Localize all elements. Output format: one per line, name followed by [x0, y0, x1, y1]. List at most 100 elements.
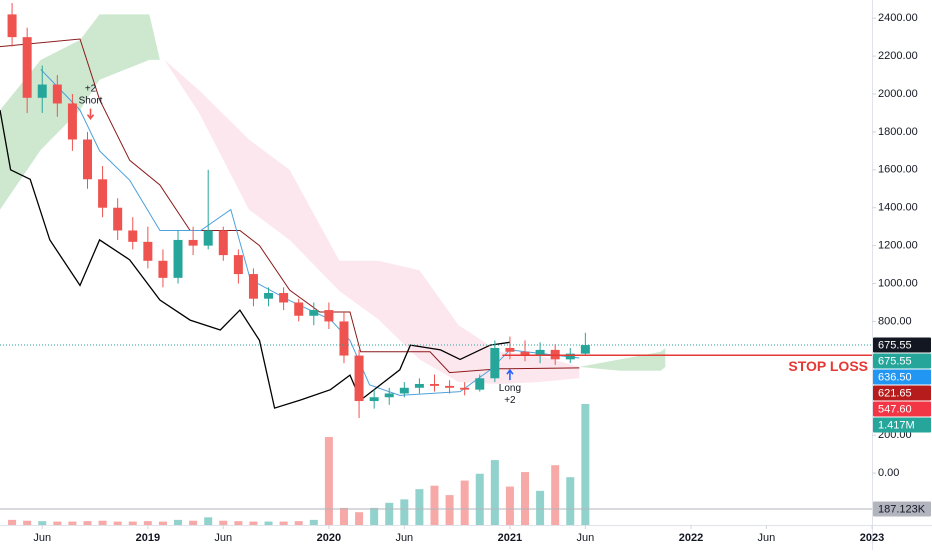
- y-tick-label: 1800.00: [878, 126, 918, 138]
- y-tick-label: 1400.00: [878, 202, 918, 214]
- volume-layer: [0, 403, 872, 525]
- candle-body: [535, 349, 545, 356]
- volume-bar: [68, 521, 77, 525]
- price-tag-label: 675.55: [878, 339, 912, 351]
- signal-label: Long: [499, 383, 521, 394]
- x-tick-label: Jun: [758, 532, 776, 544]
- volume-bar: [475, 473, 484, 525]
- candle-body: [264, 293, 274, 299]
- candle-body: [399, 387, 409, 394]
- candle-body: [279, 293, 289, 303]
- indicator-layer: [0, 38, 580, 409]
- candle-body: [188, 239, 198, 246]
- volume-bar: [204, 517, 213, 525]
- price-tag: [873, 401, 931, 417]
- cloud-layer: [0, 14, 666, 384]
- volume-bar: [445, 495, 454, 525]
- volume-bar: [279, 521, 288, 525]
- signal-label: Short: [79, 95, 103, 106]
- candle-body: [7, 14, 17, 38]
- volume-bar: [309, 519, 318, 525]
- indicator-line: [0, 38, 580, 374]
- candle-body: [339, 321, 349, 356]
- volume-bar: [38, 521, 47, 525]
- candle-body: [113, 207, 123, 231]
- price-tag-label: 675.55: [878, 355, 912, 367]
- price-tag: [873, 501, 931, 517]
- candle-body: [83, 139, 93, 180]
- y-tick-label: 2200.00: [878, 50, 918, 62]
- x-tick-label: 2023: [860, 532, 884, 544]
- volume-bar: [53, 521, 62, 525]
- volume-bar: [219, 520, 228, 525]
- candle-body: [143, 241, 153, 261]
- candle-body: [98, 179, 108, 208]
- signal-arrow: [506, 368, 514, 381]
- price-tag-label: 187.123K: [878, 503, 926, 515]
- signal-label: +2: [85, 83, 97, 94]
- volume-bar: [158, 521, 167, 525]
- signal-arrow: [86, 108, 95, 120]
- candle-body: [52, 84, 62, 104]
- candle-body: [505, 347, 515, 352]
- y-tick-label: 800.00: [878, 315, 912, 327]
- volume-bar: [83, 521, 92, 525]
- signal-label: +2: [504, 395, 516, 406]
- candle-body: [248, 274, 258, 299]
- price-tag: [873, 353, 931, 369]
- y-tick-label: 1600.00: [878, 164, 918, 176]
- volume-bar: [174, 519, 183, 525]
- candle-body: [414, 383, 424, 388]
- volume-bar: [400, 499, 409, 525]
- candle-body: [294, 302, 304, 316]
- candle-body: [369, 397, 379, 402]
- volume-bar: [490, 460, 499, 525]
- volume-bar: [536, 490, 545, 525]
- volume-bar: [128, 521, 137, 525]
- volume-bar: [8, 519, 17, 525]
- candle-layer: [7, 3, 590, 419]
- volume-bar: [234, 521, 243, 525]
- volume-bar: [370, 507, 379, 525]
- x-tick-label: 2021: [498, 532, 522, 544]
- candle-body: [565, 353, 575, 360]
- candle-body: [429, 383, 439, 386]
- stop-loss-label: STOP LOSS: [788, 358, 868, 374]
- candle-body: [67, 103, 77, 140]
- volume-bar: [339, 507, 348, 525]
- volume-bar: [415, 489, 424, 525]
- ichimoku-cloud: [579, 347, 666, 371]
- indicator-line: [40, 69, 580, 396]
- candle-body: [475, 378, 485, 390]
- x-tick-label: Jun: [214, 532, 232, 544]
- candle-body: [158, 260, 168, 278]
- candle-body: [37, 84, 47, 98]
- x-tick-label: Jun: [395, 532, 413, 544]
- volume-bar: [460, 480, 469, 525]
- y-tick-label: 1200.00: [878, 240, 918, 252]
- x-tick-label: 2022: [679, 532, 703, 544]
- price-tags: 675.55 675.55 636.50 621.65 547.60 1.417M 187.…: [873, 337, 931, 517]
- axis-layer: 0.00200.00800.001000.001200.001400.00160…: [33, 12, 917, 544]
- volume-bar: [143, 521, 152, 525]
- price-tag: [873, 337, 931, 353]
- price-tag-label: 1.417M: [878, 419, 915, 431]
- candle-body: [309, 310, 319, 316]
- price-tag: [873, 385, 931, 401]
- indicator-line: [0, 109, 510, 409]
- ichimoku-cloud: [0, 14, 160, 210]
- volume-bar: [521, 472, 530, 525]
- y-tick-label: 2400.00: [878, 12, 918, 24]
- volume-bar: [551, 465, 560, 525]
- candle-body: [233, 255, 243, 275]
- price-tag-label: 547.60: [878, 403, 912, 415]
- volume-bar: [294, 521, 303, 525]
- candle-body: [384, 393, 394, 398]
- volume-bar: [23, 520, 32, 525]
- candle-body: [324, 310, 334, 322]
- volume-bar: [566, 477, 575, 525]
- y-tick-label: 1000.00: [878, 277, 918, 289]
- candle-body: [460, 387, 470, 390]
